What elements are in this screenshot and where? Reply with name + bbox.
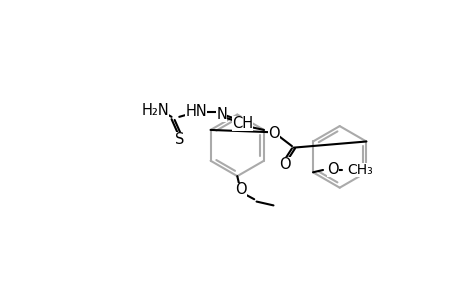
Text: CH: CH: [231, 116, 252, 131]
Text: CH₃: CH₃: [347, 163, 373, 177]
Text: O: O: [235, 182, 246, 197]
Text: O: O: [326, 163, 338, 178]
Text: N: N: [216, 107, 227, 122]
Text: S: S: [175, 132, 185, 147]
Text: O: O: [279, 157, 290, 172]
Text: HN: HN: [185, 104, 207, 119]
Text: O: O: [268, 126, 280, 141]
Text: H₂N: H₂N: [141, 103, 169, 118]
